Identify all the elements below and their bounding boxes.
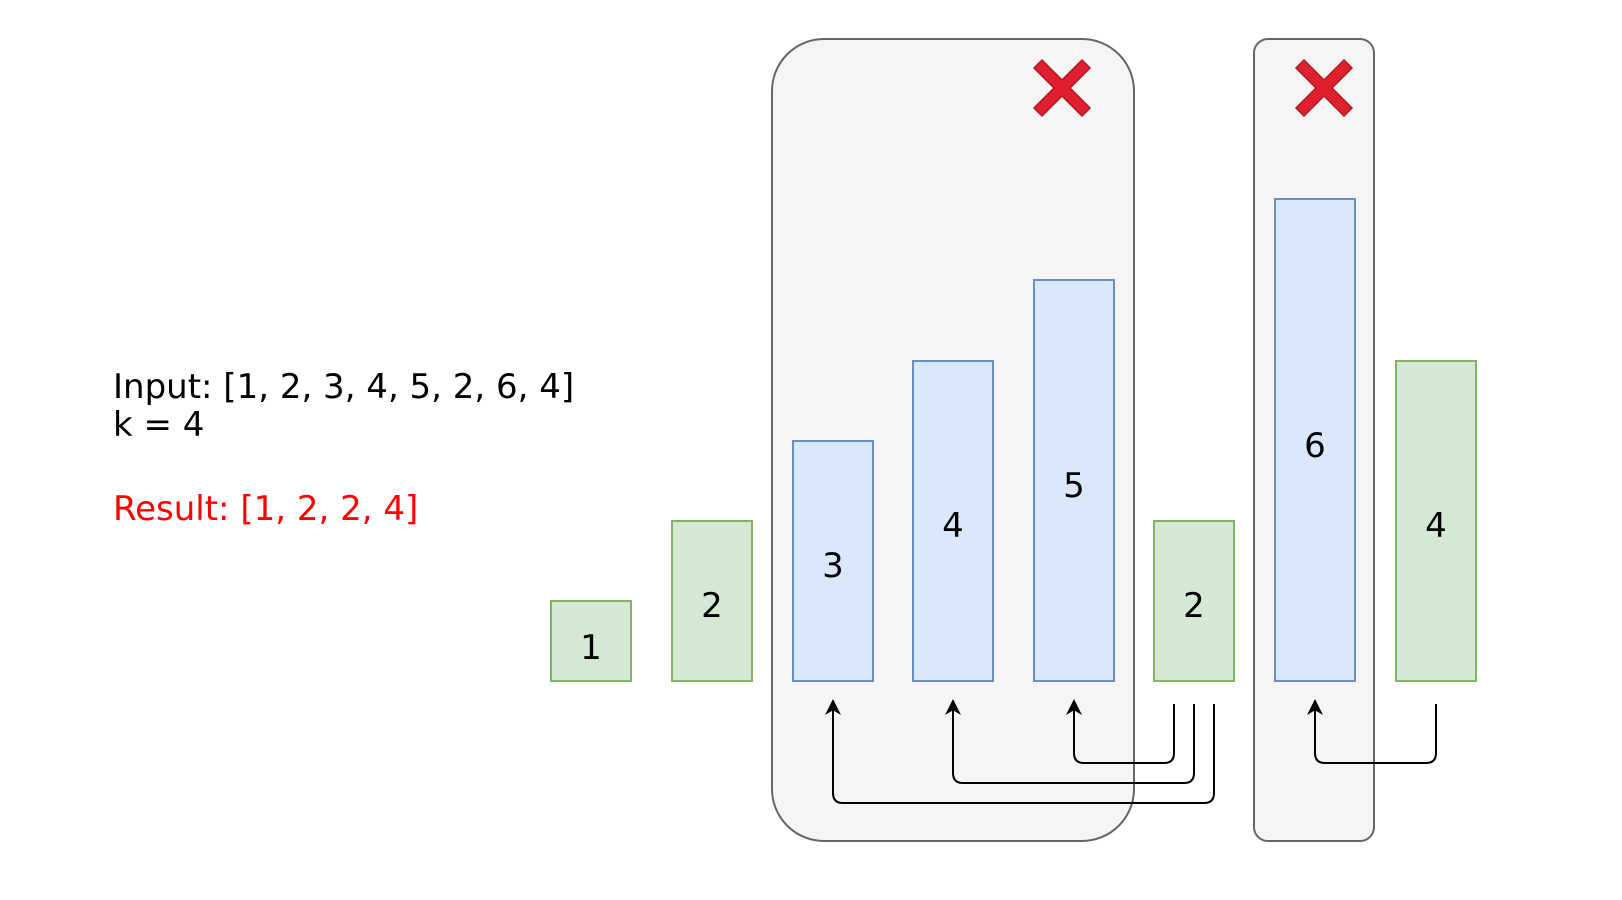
bar-4 (912, 360, 994, 682)
input-label: Input: [1, 2, 3, 4, 5, 2, 6, 4] (113, 367, 574, 407)
bar-1 (550, 600, 632, 682)
bar-2-label: 2 (701, 586, 723, 626)
bar-7 (1274, 198, 1356, 682)
k-label: k = 4 (113, 405, 204, 445)
bar-6 (1153, 520, 1235, 682)
arrow-2-to-4 (945, 699, 1195, 784)
arrow-2-to-3 (825, 699, 1215, 804)
arrow-4-to-6 (1307, 699, 1437, 764)
bar-8 (1395, 360, 1477, 682)
bar-4-label: 4 (942, 506, 964, 546)
bar-1-label: 1 (580, 628, 602, 668)
bar-5-label: 5 (1063, 466, 1085, 506)
arrow-2-to-5 (1066, 699, 1175, 764)
bar-3 (792, 440, 874, 682)
bar-5 (1033, 279, 1115, 682)
bar-7-label: 6 (1304, 426, 1326, 466)
bar-3-label: 3 (822, 546, 844, 586)
bar-2 (671, 520, 753, 682)
bar-6-label: 2 (1183, 586, 1205, 626)
result-label: Result: [1, 2, 2, 4] (113, 489, 418, 529)
bar-8-label: 4 (1425, 506, 1447, 546)
